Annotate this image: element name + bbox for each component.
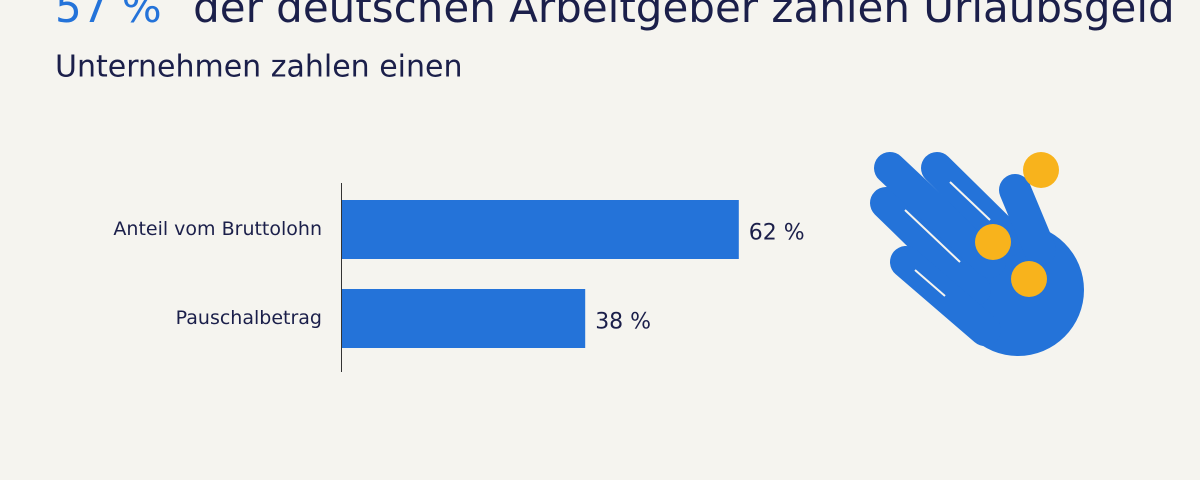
- chart-title: 57 % der deutschen Arbeitgeber zahlen Ur…: [55, 0, 1175, 32]
- chart-subtitle: Unternehmen zahlen einen: [55, 50, 462, 85]
- value-label: 62 %: [749, 221, 805, 246]
- value-label: 38 %: [595, 310, 651, 335]
- bar: [342, 289, 586, 348]
- title-text: der deutschen Arbeitgeber zahlen Urlaubs…: [193, 0, 1175, 32]
- bar: [342, 200, 739, 259]
- finger-gaps: [904, 181, 991, 297]
- title-highlight: 57 %: [55, 0, 162, 32]
- coin: [1011, 261, 1047, 297]
- coin: [1023, 152, 1059, 188]
- category-label: Pauschalbetrag: [176, 307, 322, 329]
- category-label: Anteil vom Bruttolohn: [113, 218, 322, 240]
- coin: [975, 224, 1011, 260]
- illustration: [870, 152, 1084, 356]
